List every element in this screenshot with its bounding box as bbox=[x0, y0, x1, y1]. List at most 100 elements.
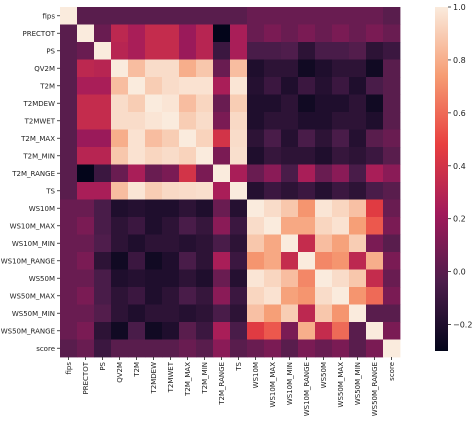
heatmap-cell-T2M_MAX-WS10M_MAX bbox=[264, 129, 282, 148]
x-tick-label: WS50M_MIN bbox=[354, 362, 362, 405]
heatmap-cell-T2MDEW-WS10M_MAX bbox=[264, 94, 282, 113]
x-tick-label: T2M_MAX bbox=[184, 362, 192, 397]
heatmap-cell-T2M_RANGE-WS50M_MIN bbox=[349, 164, 367, 183]
heatmap-cell-WS50M-WS10M_RANGE bbox=[298, 269, 316, 288]
heatmap-cell-fips-WS10M bbox=[247, 7, 265, 25]
heatmap-cell-TS-QV2M bbox=[111, 182, 129, 200]
heatmap-cell-WS10M_MIN-T2MDEW bbox=[145, 234, 163, 253]
heatmap-cell-PRECTOT-WS10M_MAX bbox=[264, 24, 282, 43]
heatmap-cell-WS10M_RANGE-WS10M bbox=[247, 252, 265, 270]
heatmap-cell-TS-score bbox=[383, 182, 401, 200]
heatmap-cell-WS50M_MIN-PRECTOT bbox=[77, 304, 95, 323]
heatmap-cell-T2M_RANGE-TS bbox=[230, 164, 248, 183]
heatmap-cell-T2M_MAX-WS50M_MAX bbox=[332, 129, 350, 148]
heatmap-cell-T2MDEW-T2M_MIN bbox=[196, 94, 214, 113]
y-tick-label: TS bbox=[45, 187, 55, 195]
heatmap-cell-T2M-PRECTOT bbox=[77, 77, 95, 95]
heatmap-cell-WS50M_RANGE-PS bbox=[94, 322, 112, 340]
heatmap-cell-WS50M_MAX-WS50M bbox=[315, 287, 333, 305]
heatmap-cell-WS50M_MAX-T2MWET bbox=[162, 287, 180, 305]
heatmap-cell-PS-WS10M bbox=[247, 42, 265, 60]
heatmap-cell-WS10M_RANGE-WS50M_MAX bbox=[332, 252, 350, 270]
heatmap-cell-WS10M_RANGE-WS10M_MAX bbox=[264, 252, 282, 270]
y-tick-label: WS10M_RANGE bbox=[1, 257, 55, 265]
heatmap-cell-score-WS10M bbox=[247, 339, 265, 358]
heatmap-cell-WS10M_MIN-score bbox=[383, 234, 401, 253]
heatmap-cell-WS10M-T2M_MIN bbox=[196, 199, 214, 218]
heatmap-cell-score-PRECTOT bbox=[77, 339, 95, 358]
heatmap-cell-PRECTOT-WS50M_MIN bbox=[349, 24, 367, 43]
heatmap-cell-fips-PRECTOT bbox=[77, 7, 95, 25]
heatmap-cell-score-WS50M bbox=[315, 339, 333, 358]
heatmap-cell-WS50M_MIN-T2M bbox=[128, 304, 146, 323]
heatmap-cell-WS10M_RANGE-WS50M_MIN bbox=[349, 252, 367, 270]
heatmap-cell-PS-T2M_MAX bbox=[179, 42, 197, 60]
heatmap-cell-T2M_MAX-WS50M bbox=[315, 129, 333, 148]
heatmap-cell-WS10M_RANGE-WS50M bbox=[315, 252, 333, 270]
heatmap-cell-T2M_MIN-T2MDEW bbox=[145, 147, 163, 165]
heatmap-cell-WS10M_MAX-PS bbox=[94, 217, 112, 235]
heatmap-cell-score-PS bbox=[94, 339, 112, 358]
heatmap-cell-PRECTOT-T2M_MAX bbox=[179, 24, 197, 43]
heatmap-cell-WS10M_MIN-PS bbox=[94, 234, 112, 253]
heatmap-cell-score-WS10M_RANGE bbox=[298, 339, 316, 358]
colorbar bbox=[435, 7, 448, 351]
heatmap-cell-T2M_RANGE-WS50M_RANGE bbox=[366, 164, 384, 183]
heatmap-cell-WS50M_RANGE-T2M_MIN bbox=[196, 322, 214, 340]
heatmap-cell-PS-PRECTOT bbox=[77, 42, 95, 60]
heatmap-cell-T2M-PS bbox=[94, 77, 112, 95]
heatmap-cell-WS50M_MIN-TS bbox=[230, 304, 248, 323]
heatmap-cell-TS-WS50M bbox=[315, 182, 333, 200]
heatmap-cell-score-WS10M_MAX bbox=[264, 339, 282, 358]
heatmap-cell-T2MDEW-T2M_RANGE bbox=[213, 94, 231, 113]
heatmap-cell-T2M_RANGE-T2M_MIN bbox=[196, 164, 214, 183]
heatmap-cell-PRECTOT-T2M_RANGE bbox=[213, 24, 231, 43]
x-tick-label: WS50M bbox=[320, 362, 328, 388]
heatmap-cell-T2M_MIN-QV2M bbox=[111, 147, 129, 165]
heatmap-cell-WS10M_RANGE-WS50M_RANGE bbox=[366, 252, 384, 270]
heatmap-cell-PS-T2M_MIN bbox=[196, 42, 214, 60]
heatmap-cell-WS50M_MIN-WS50M_RANGE bbox=[366, 304, 384, 323]
y-tick-label: WS10M bbox=[29, 205, 55, 213]
heatmap-cell-WS50M_MAX-WS50M_MIN bbox=[349, 287, 367, 305]
heatmap-cell-WS10M_RANGE-TS bbox=[230, 252, 248, 270]
heatmap-cell-WS10M_MIN-T2M_MIN bbox=[196, 234, 214, 253]
heatmap-cell-PS-WS10M_MIN bbox=[281, 42, 299, 60]
heatmap-cell-QV2M-PS bbox=[94, 59, 112, 78]
heatmap-cell-WS10M_MAX-PRECTOT bbox=[77, 217, 95, 235]
heatmap-cell-T2M-T2MDEW bbox=[145, 77, 163, 95]
heatmap-cell-WS10M_MAX-WS50M bbox=[315, 217, 333, 235]
colorbar-tick-label: 0.2 bbox=[453, 215, 466, 224]
heatmap-cell-TS-WS50M_MAX bbox=[332, 182, 350, 200]
heatmap-cell-WS10M_MIN-PRECTOT bbox=[77, 234, 95, 253]
heatmap-cell-WS10M-T2MDEW bbox=[145, 199, 163, 218]
heatmap-cell-WS50M_MAX-TS bbox=[230, 287, 248, 305]
heatmap-cell-T2MDEW-fips bbox=[60, 94, 78, 113]
heatmap-cell-WS50M_MAX-PS bbox=[94, 287, 112, 305]
heatmap-cell-PS-PS bbox=[94, 42, 112, 60]
heatmap-cell-T2MDEW-T2M_MAX bbox=[179, 94, 197, 113]
y-tick-label: QV2M bbox=[34, 65, 55, 73]
heatmap-cell-WS10M-score bbox=[383, 199, 401, 218]
y-tick-label: WS50M_RANGE bbox=[1, 327, 55, 335]
heatmap-cell-WS50M_RANGE-WS50M_MAX bbox=[332, 322, 350, 340]
heatmap-cell-TS-T2M_MAX bbox=[179, 182, 197, 200]
heatmap-cell-TS-WS10M_MAX bbox=[264, 182, 282, 200]
heatmap-cell-WS50M_MIN-T2MDEW bbox=[145, 304, 163, 323]
x-tick-label: QV2M bbox=[116, 362, 124, 383]
colorbar-tick-label: 0.4 bbox=[453, 162, 466, 171]
heatmap-cell-WS50M_MAX-T2MDEW bbox=[145, 287, 163, 305]
heatmap-cell-T2M_MIN-WS10M_RANGE bbox=[298, 147, 316, 165]
y-tick-label: T2M_MIN bbox=[22, 152, 55, 160]
heatmap-cell-T2MWET-WS50M_MIN bbox=[349, 112, 367, 130]
heatmap-cell-T2M-T2M_MAX bbox=[179, 77, 197, 95]
heatmap-cell-WS10M_RANGE-QV2M bbox=[111, 252, 129, 270]
colorbar-ticks: 1.0 0.8 0.6 0.4 0.2 0.0 −0.2 bbox=[448, 3, 472, 330]
heatmap-cell-WS50M_MAX-fips bbox=[60, 287, 78, 305]
heatmap-cell-T2M_RANGE-WS10M_MIN bbox=[281, 164, 299, 183]
heatmap-cell-WS50M_RANGE-T2MWET bbox=[162, 322, 180, 340]
heatmap-cell-WS50M_RANGE-WS10M_MIN bbox=[281, 322, 299, 340]
heatmap-cell-T2MWET-T2MDEW bbox=[145, 112, 163, 130]
heatmap-cell-T2MDEW-WS50M_MIN bbox=[349, 94, 367, 113]
heatmap-cell-T2MDEW-WS10M_MIN bbox=[281, 94, 299, 113]
